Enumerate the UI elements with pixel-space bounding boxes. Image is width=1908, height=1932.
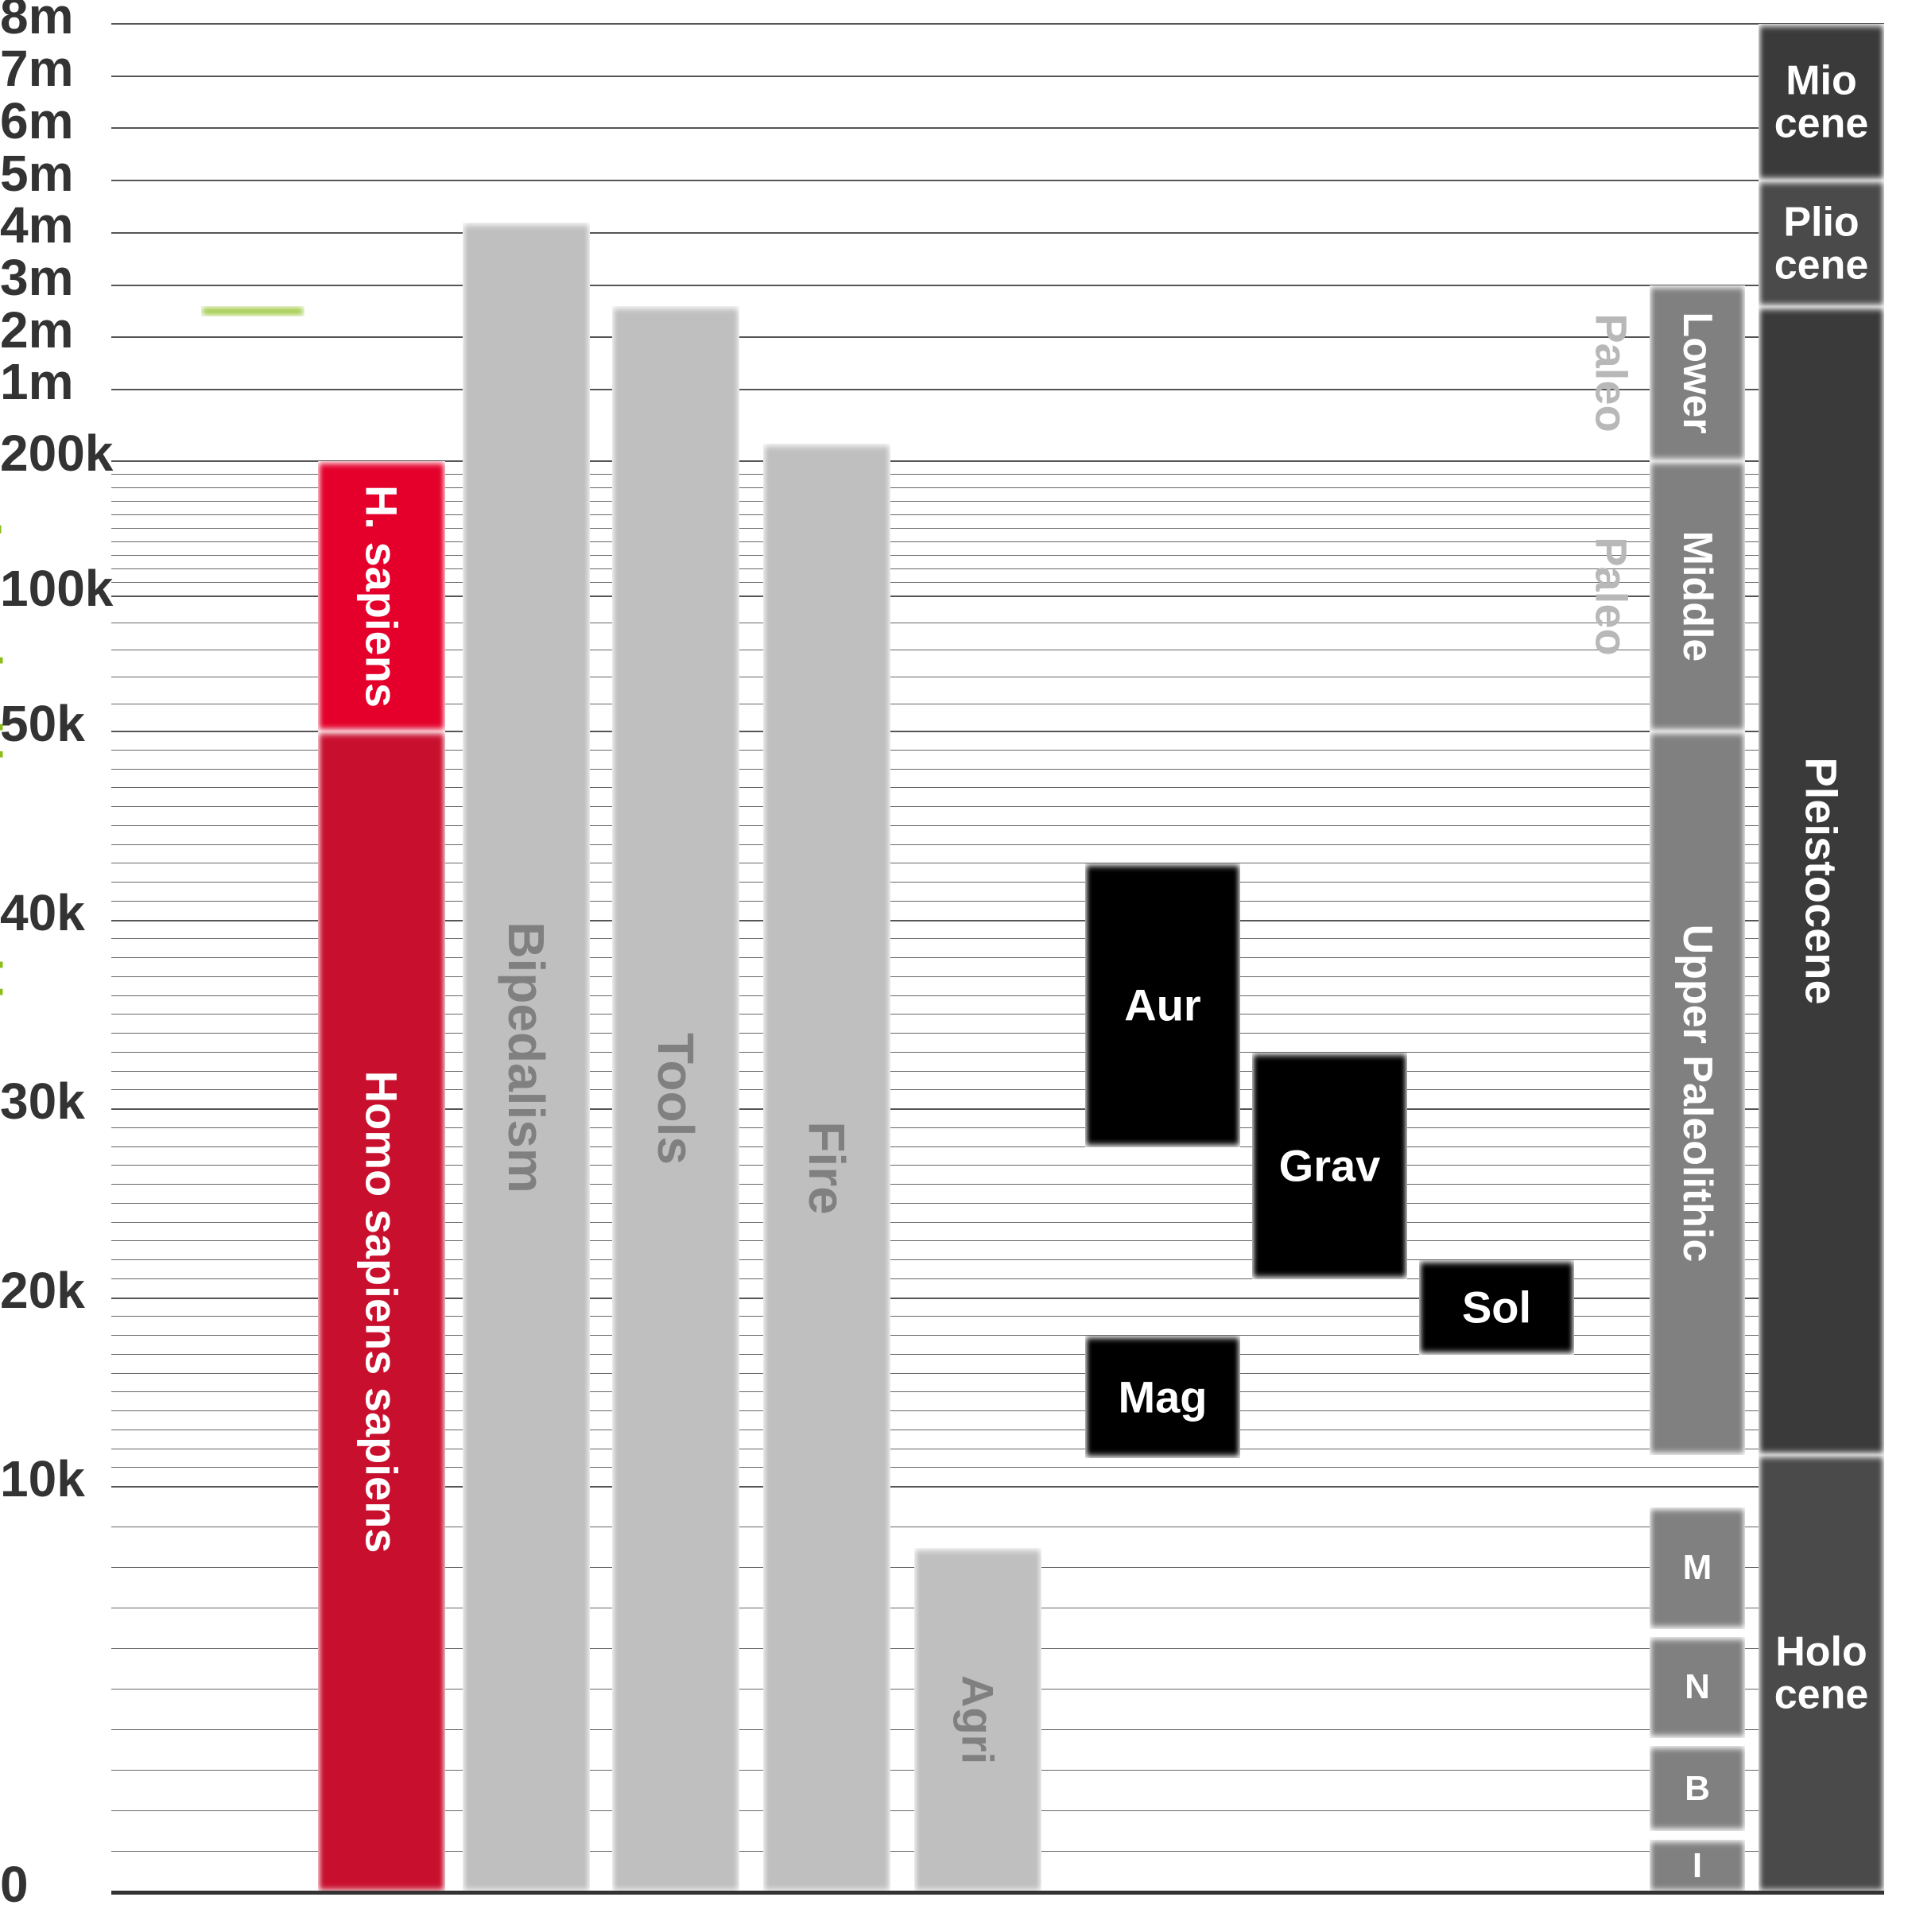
bar-australo-australopithecus-garhi: Australopithecus garhi	[215, 316, 294, 1014]
bar-label: Lower	[1673, 312, 1721, 434]
bar-epoch_col-holo-cene: Holocene	[1759, 1455, 1884, 1892]
bar-fire-fire: Fire	[763, 444, 890, 1893]
bar-mnbi_col-m: M	[1650, 1507, 1745, 1629]
bar-paleo_col-upper-paleolithic: Upper Paleolithic	[1650, 731, 1745, 1455]
bar-label: Middle	[1673, 531, 1721, 662]
bar-hsapiens-h-sapiens: H. sapiens	[318, 461, 445, 731]
bar-label: Homo sapiens sapiens	[356, 1071, 408, 1554]
bar-epoch_col-plio-cene: Pliocene	[1759, 180, 1884, 307]
bar-label: Paleo	[1586, 314, 1638, 433]
y-axis-label: 30k	[0, 1076, 111, 1127]
y-axis-label: 1m	[0, 356, 111, 407]
y-axis-label: 0	[0, 1859, 111, 1910]
grid-line-major	[111, 180, 1884, 181]
bar-paleo_lbl-paleo: Paleo	[1588, 461, 1635, 731]
bar-label: Bipedalism	[497, 921, 556, 1193]
y-axis-label: 8m	[0, 0, 111, 41]
y-axis-label: 10k	[0, 1453, 111, 1504]
bar-label: Grav	[1279, 1140, 1381, 1192]
bar-aur-aur: Aur	[1085, 863, 1240, 1146]
bar-label: Pleistocene	[1796, 757, 1848, 1004]
y-axis-label: 6m	[0, 95, 111, 146]
bar-label: M	[1683, 1548, 1712, 1588]
bar-label: Aur	[1124, 980, 1200, 1031]
grid-line-major	[111, 127, 1884, 129]
bar-mag-mag: Mag	[1085, 1336, 1240, 1458]
y-axis-label: 7m	[0, 43, 111, 94]
y-axis-label: 5m	[0, 148, 111, 199]
bar-label: Upper Paleolithic	[1673, 924, 1721, 1262]
bar-label: Paleo	[1586, 537, 1638, 655]
bar-tools-tools: Tools	[612, 306, 739, 1892]
human-evolution-timeline-chart: 0 10k 20k 30k 40k 50k 100k 200k 1m2m3m4m5m6m7m8m…	[0, 0, 1908, 1932]
bar-epoch_col-mio-cene: Miocene	[1759, 24, 1884, 180]
y-axis-label: 4m	[0, 200, 111, 250]
bar-australo_tick	[201, 306, 304, 316]
y-axis-label: 100k	[0, 563, 111, 614]
bar-label: Fire	[797, 1121, 856, 1214]
bar-sol-sol: Sol	[1419, 1260, 1574, 1355]
bar-bipedalism-bipedalism: Bipedalism	[463, 223, 590, 1892]
bar-label: Pliocene	[1774, 200, 1869, 287]
bar-label: Australopithecus garhi	[0, 514, 12, 999]
bar-agri-agri: Agri	[914, 1548, 1041, 1893]
y-axis-label: 200k	[0, 428, 111, 479]
y-axis-label: 3m	[0, 252, 111, 303]
bar-label: Mag	[1119, 1371, 1208, 1423]
bar-label: Miocene	[1774, 59, 1869, 145]
bar-label: Holocene	[1774, 1630, 1869, 1717]
grid-line-major	[111, 23, 1884, 25]
baseline	[111, 1891, 1884, 1895]
bar-label: I	[1693, 1846, 1702, 1886]
bar-hsapiens-homo-sapiens-sapiens: Homo sapiens sapiens	[318, 731, 445, 1892]
grid-line-major	[111, 76, 1884, 77]
bar-epoch_col-pleistocene: Pleistocene	[1759, 307, 1884, 1454]
y-axis-label: 20k	[0, 1265, 111, 1316]
grid-line-major	[111, 232, 1884, 234]
bar-paleo_lbl-paleo: Paleo	[1588, 285, 1635, 461]
y-axis-label: 40k	[0, 887, 111, 938]
bar-label: Agri	[952, 1675, 1004, 1764]
bar-label: Sol	[1462, 1282, 1531, 1333]
bar-label: N	[1685, 1667, 1710, 1707]
bar-mnbi_col-b: B	[1650, 1746, 1745, 1831]
bar-label: Tools	[646, 1033, 705, 1165]
bar-mnbi_col-i: I	[1650, 1840, 1745, 1892]
bar-mnbi_col-n: N	[1650, 1637, 1745, 1739]
bar-paleo_col-middle: Middle	[1650, 461, 1745, 731]
bar-label: H. sapiens	[356, 485, 408, 708]
y-axis-label: 50k	[0, 698, 111, 749]
bar-label: B	[1685, 1769, 1710, 1809]
bar-grav-grav: Grav	[1252, 1053, 1407, 1279]
bar-paleo_col-lower: Lower	[1650, 285, 1745, 461]
y-axis-label: 2m	[0, 305, 111, 355]
